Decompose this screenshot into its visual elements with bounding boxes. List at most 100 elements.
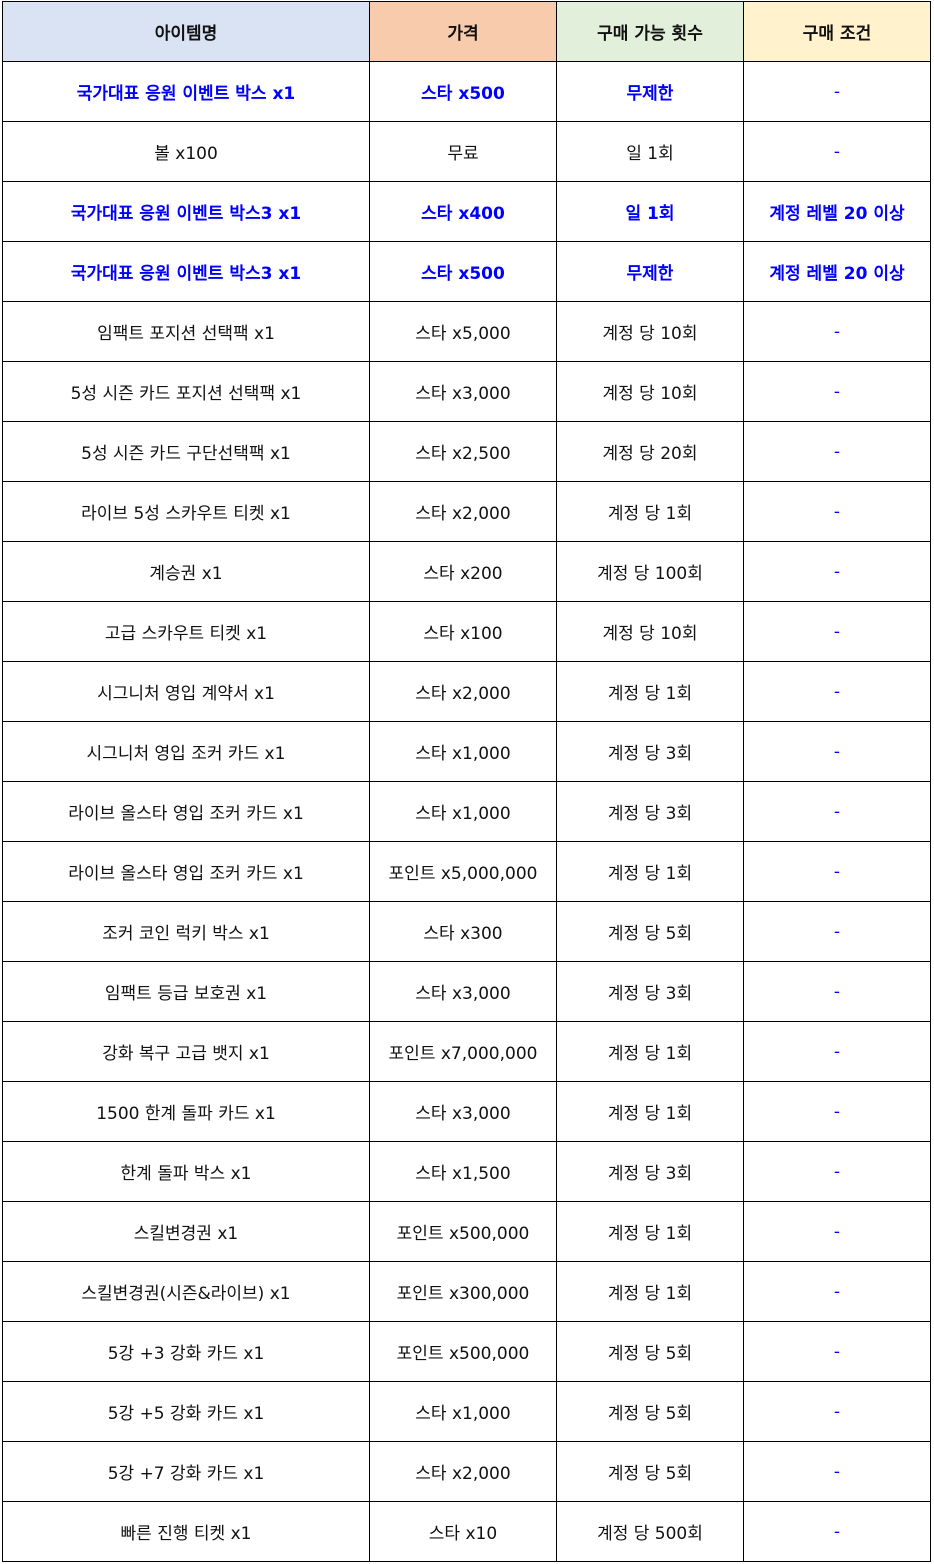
header-item-name: 아이템명 [2,1,370,62]
cell-item-name: 계승권 x1 [2,541,370,602]
cell-purchase-limit: 계정 당 3회 [556,961,744,1022]
cell-purchase-limit: 일 1회 [556,121,744,182]
table-row: 5강 +7 강화 카드 x1 스타 x2,000 계정 당 5회 - [2,1441,931,1502]
cell-purchase-condition: - [743,1201,931,1262]
table-row: 임팩트 등급 보호권 x1 스타 x3,000 계정 당 3회 - [2,961,931,1022]
cell-purchase-limit: 계정 당 5회 [556,1321,744,1382]
cell-purchase-limit: 계정 당 1회 [556,1081,744,1142]
cell-price: 스타 x400 [369,181,557,242]
cell-price: 포인트 x7,000,000 [369,1021,557,1082]
cell-price: 스타 x3,000 [369,961,557,1022]
cell-purchase-condition: - [743,901,931,962]
table-row: 5성 시즌 카드 구단선택팩 x1 스타 x2,500 계정 당 20회 - [2,421,931,482]
cell-purchase-condition: - [743,1081,931,1142]
cell-purchase-limit: 계정 당 20회 [556,421,744,482]
header-row: 아이템명 가격 구매 가능 횟수 구매 조건 [2,1,931,62]
cell-purchase-limit: 계정 당 1회 [556,481,744,542]
cell-purchase-limit: 계정 당 100회 [556,541,744,602]
table-row: 라이브 올스타 영입 조커 카드 x1 포인트 x5,000,000 계정 당 1회… [2,841,931,902]
cell-item-name: 강화 복구 고급 뱃지 x1 [2,1021,370,1082]
header-purchase-limit: 구매 가능 횟수 [556,1,744,62]
cell-price: 스타 x1,000 [369,1381,557,1442]
cell-item-name: 스킬변경권 x1 [2,1201,370,1262]
cell-item-name: 5성 시즌 카드 구단선택팩 x1 [2,421,370,482]
cell-purchase-limit: 계정 당 3회 [556,1141,744,1202]
cell-purchase-limit: 계정 당 3회 [556,781,744,842]
cell-purchase-condition: - [743,121,931,182]
cell-purchase-condition: - [743,1321,931,1382]
cell-purchase-condition: - [743,721,931,782]
cell-purchase-limit: 계정 당 5회 [556,1381,744,1442]
cell-purchase-condition: - [743,301,931,362]
cell-item-name: 라이브 올스타 영입 조커 카드 x1 [2,781,370,842]
table-row: 라이브 5성 스카우트 티켓 x1 스타 x2,000 계정 당 1회 - [2,481,931,542]
cell-price: 포인트 x500,000 [369,1321,557,1382]
cell-item-name: 고급 스카우트 티켓 x1 [2,601,370,662]
table-row: 조커 코인 럭키 박스 x1 스타 x300 계정 당 5회 - [2,901,931,962]
table-row: 국가대표 응원 이벤트 박스3 x1 스타 x400 일 1회 계정 레벨 20 이상 [2,181,931,242]
table-row: 스킬변경권(시즌&라이브) x1 포인트 x300,000 계정 당 1회 - [2,1261,931,1322]
cell-purchase-limit: 계정 당 10회 [556,301,744,362]
cell-price: 스타 x3,000 [369,361,557,422]
table-row: 국가대표 응원 이벤트 박스 x1 스타 x500 무제한 - [2,61,931,122]
cell-item-name: 국가대표 응원 이벤트 박스3 x1 [2,241,370,302]
cell-item-name: 시그니처 영입 계약서 x1 [2,661,370,722]
cell-purchase-limit: 일 1회 [556,181,744,242]
cell-purchase-limit: 계정 당 1회 [556,1021,744,1082]
cell-purchase-condition: - [743,61,931,122]
cell-price: 스타 x1,000 [369,721,557,782]
cell-purchase-limit: 무제한 [556,241,744,302]
cell-item-name: 임팩트 포지션 선택팩 x1 [2,301,370,362]
cell-purchase-condition: - [743,481,931,542]
table-row: 볼 x100 무료 일 1회 - [2,121,931,182]
table-row: 국가대표 응원 이벤트 박스3 x1 스타 x500 무제한 계정 레벨 20 이상 [2,241,931,302]
cell-price: 스타 x500 [369,241,557,302]
cell-price: 스타 x500 [369,61,557,122]
cell-purchase-condition: - [743,661,931,722]
table-row: 1500 한계 돌파 카드 x1 스타 x3,000 계정 당 1회 - [2,1081,931,1142]
header-purchase-condition: 구매 조건 [743,1,931,62]
table-row: 임팩트 포지션 선택팩 x1 스타 x5,000 계정 당 10회 - [2,301,931,362]
table-row: 한계 돌파 박스 x1 스타 x1,500 계정 당 3회 - [2,1141,931,1202]
cell-item-name: 라이브 5성 스카우트 티켓 x1 [2,481,370,542]
cell-purchase-condition: - [743,1261,931,1322]
cell-price: 스타 x200 [369,541,557,602]
cell-price: 스타 x2,500 [369,421,557,482]
cell-purchase-limit: 계정 당 1회 [556,1201,744,1262]
cell-purchase-condition: - [743,421,931,482]
cell-purchase-limit: 계정 당 5회 [556,1441,744,1502]
cell-purchase-limit: 계정 당 3회 [556,721,744,782]
table-row: 5강 +5 강화 카드 x1 스타 x1,000 계정 당 5회 - [2,1381,931,1442]
cell-purchase-condition: - [743,1501,931,1562]
cell-item-name: 5강 +3 강화 카드 x1 [2,1321,370,1382]
table-row: 시그니처 영입 조커 카드 x1 스타 x1,000 계정 당 3회 - [2,721,931,782]
cell-purchase-condition: - [743,1141,931,1202]
cell-purchase-limit: 계정 당 500회 [556,1501,744,1562]
cell-item-name: 5강 +7 강화 카드 x1 [2,1441,370,1502]
cell-price: 스타 x3,000 [369,1081,557,1142]
table-row: 라이브 올스타 영입 조커 카드 x1 스타 x1,000 계정 당 3회 - [2,781,931,842]
table-row: 고급 스카우트 티켓 x1 스타 x100 계정 당 10회 - [2,601,931,662]
cell-price: 스타 x2,000 [369,661,557,722]
cell-purchase-condition: 계정 레벨 20 이상 [743,181,931,242]
cell-price: 무료 [369,121,557,182]
cell-item-name: 국가대표 응원 이벤트 박스3 x1 [2,181,370,242]
cell-item-name: 임팩트 등급 보호권 x1 [2,961,370,1022]
cell-item-name: 조커 코인 럭키 박스 x1 [2,901,370,962]
cell-item-name: 볼 x100 [2,121,370,182]
cell-price: 스타 x1,500 [369,1141,557,1202]
cell-purchase-limit: 계정 당 10회 [556,601,744,662]
table-row: 5강 +3 강화 카드 x1 포인트 x500,000 계정 당 5회 - [2,1321,931,1382]
cell-price: 포인트 x5,000,000 [369,841,557,902]
cell-purchase-limit: 계정 당 5회 [556,901,744,962]
table-row: 빠른 진행 티켓 x1 스타 x10 계정 당 500회 - [2,1501,931,1562]
header-price: 가격 [369,1,557,62]
cell-item-name: 스킬변경권(시즌&라이브) x1 [2,1261,370,1322]
cell-purchase-limit: 계정 당 1회 [556,841,744,902]
cell-purchase-condition: - [743,1441,931,1502]
cell-purchase-limit: 계정 당 1회 [556,1261,744,1322]
cell-price: 스타 x5,000 [369,301,557,362]
cell-price: 스타 x2,000 [369,481,557,542]
cell-price: 스타 x10 [369,1501,557,1562]
